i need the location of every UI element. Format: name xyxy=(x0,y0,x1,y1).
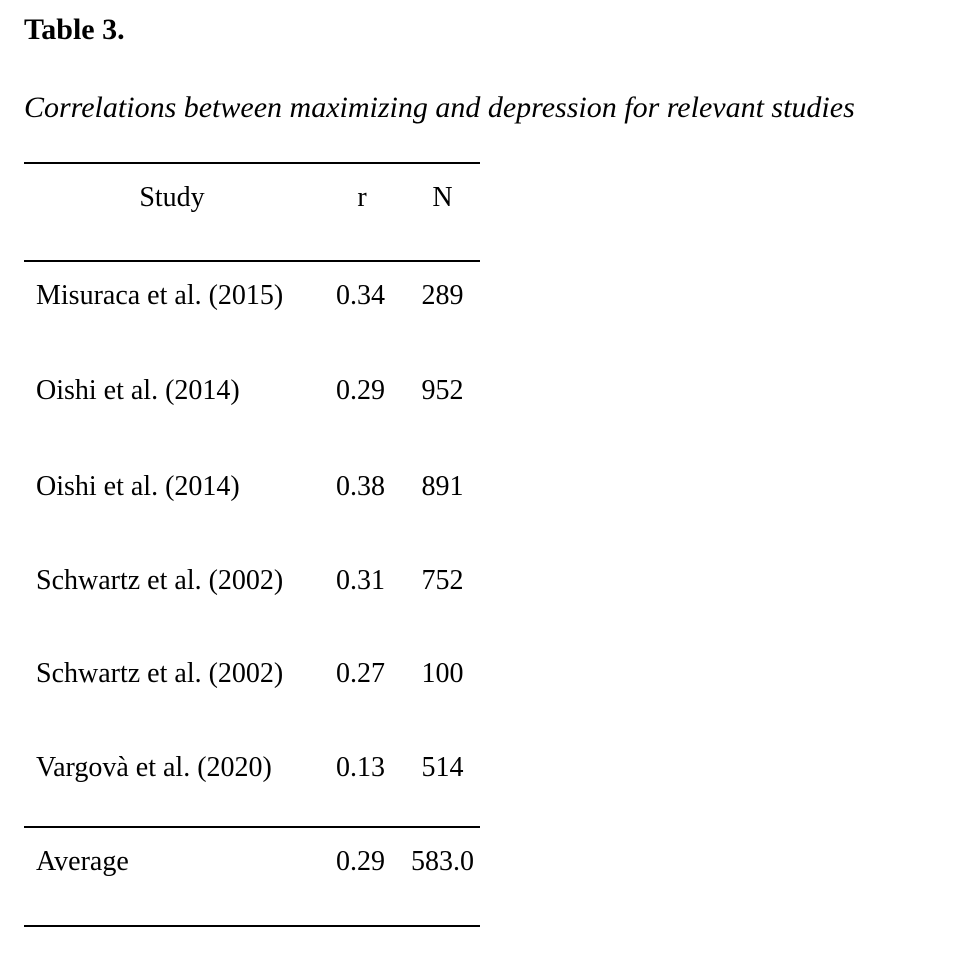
r-cell: 0.29 xyxy=(336,375,385,406)
table-row: Vargovà et al. (2020) 0.13 514 xyxy=(24,748,480,788)
table-top-rule xyxy=(24,162,480,164)
table-summary-rule xyxy=(24,826,480,828)
n-cell: 952 xyxy=(421,375,464,406)
summary-n-cell: 583.0 xyxy=(411,846,474,877)
r-cell: 0.27 xyxy=(336,658,385,689)
n-cell: 514 xyxy=(421,752,464,783)
table-summary-row: Average 0.29 583.0 xyxy=(24,842,480,882)
table-row: Oishi et al. (2014) 0.29 952 xyxy=(24,371,480,411)
n-cell: 100 xyxy=(421,658,464,689)
study-cell: Oishi et al. (2014) xyxy=(36,375,240,406)
r-cell: 0.34 xyxy=(336,280,385,311)
table-row: Misuraca et al. (2015) 0.34 289 xyxy=(24,276,480,316)
column-header-study: Study xyxy=(139,182,205,213)
table-row: Oishi et al. (2014) 0.38 891 xyxy=(24,467,480,507)
table-row: Schwartz et al. (2002) 0.31 752 xyxy=(24,561,480,601)
n-cell: 289 xyxy=(421,280,464,311)
r-cell: 0.38 xyxy=(336,471,385,502)
n-cell: 891 xyxy=(421,471,464,502)
table-header-row: Study r N xyxy=(24,178,480,218)
table-row: Schwartz et al. (2002) 0.27 100 xyxy=(24,654,480,694)
summary-label: Average xyxy=(36,846,129,877)
study-cell: Oishi et al. (2014) xyxy=(36,471,240,502)
r-cell: 0.31 xyxy=(336,565,385,596)
table-caption: Correlations between maximizing and depr… xyxy=(24,91,855,124)
study-cell: Vargovà et al. (2020) xyxy=(36,752,272,783)
table-header-rule xyxy=(24,260,480,262)
table-bottom-rule xyxy=(24,925,480,927)
study-cell: Misuraca et al. (2015) xyxy=(36,280,284,311)
column-header-r: r xyxy=(357,182,367,213)
table-number: Table 3. xyxy=(24,13,125,46)
study-cell: Schwartz et al. (2002) xyxy=(36,565,284,596)
column-header-n: N xyxy=(432,182,453,213)
n-cell: 752 xyxy=(421,565,464,596)
summary-r-cell: 0.29 xyxy=(336,846,385,877)
r-cell: 0.13 xyxy=(336,752,385,783)
study-cell: Schwartz et al. (2002) xyxy=(36,658,284,689)
